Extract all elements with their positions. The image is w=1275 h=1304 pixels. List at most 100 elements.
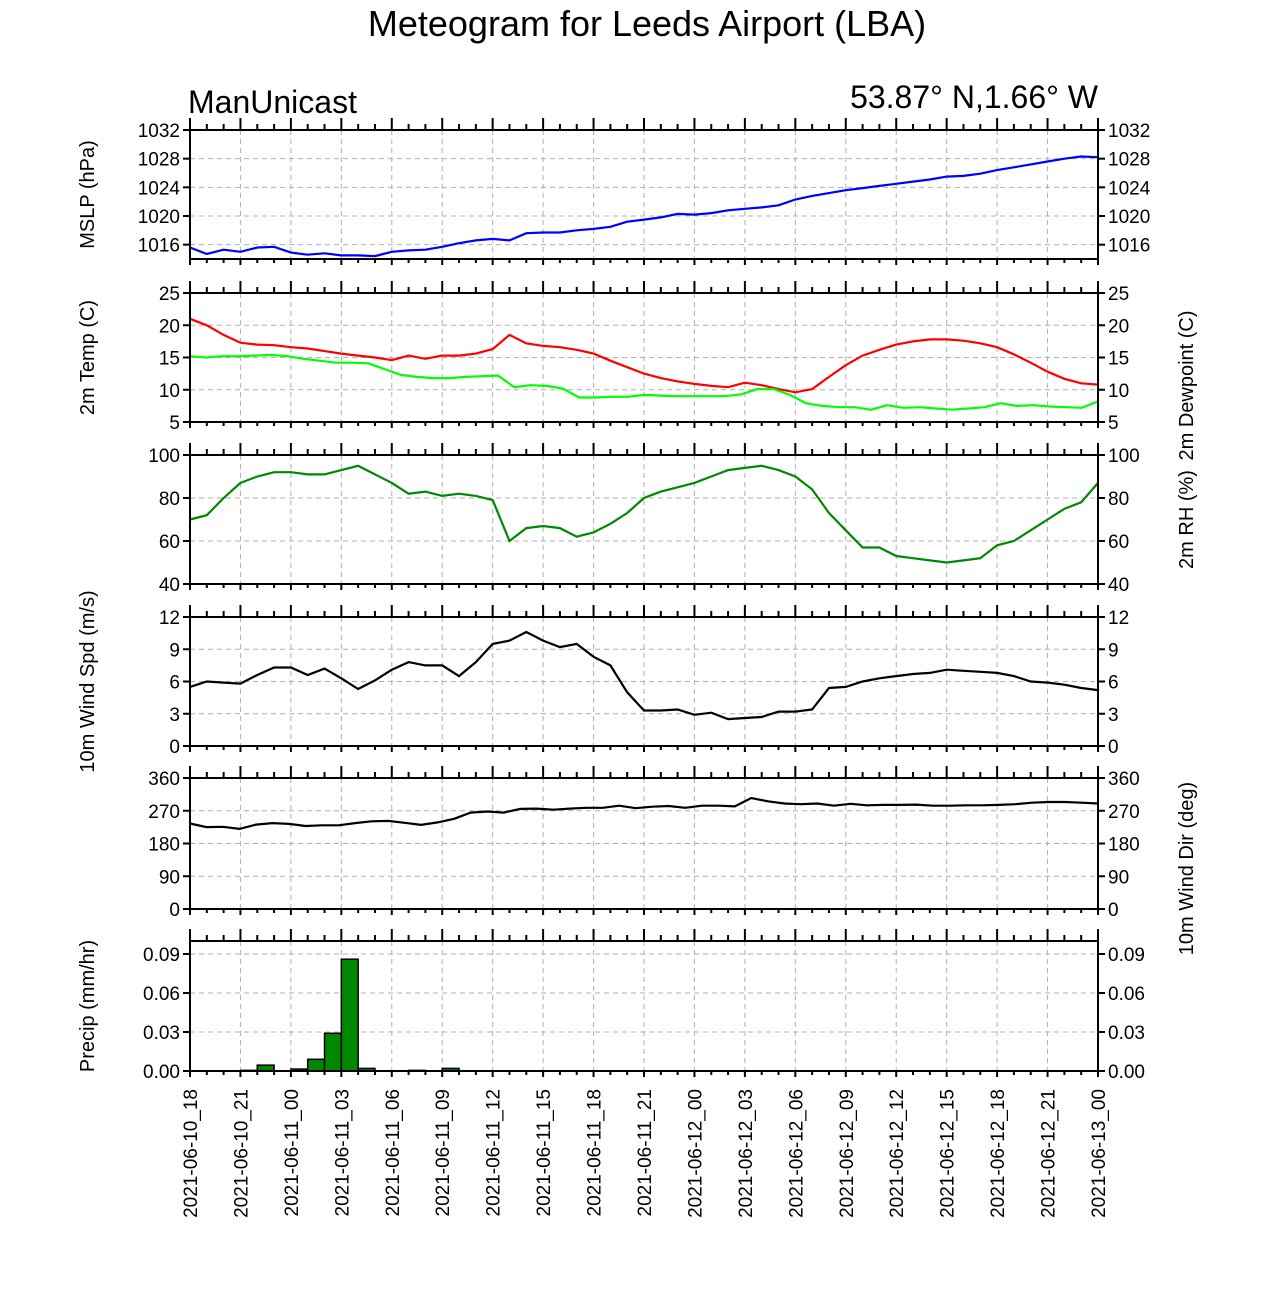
y-axis-label: 10m Wind Spd (m/s) bbox=[77, 590, 99, 772]
y-tick-label: 0.09 bbox=[143, 945, 180, 966]
y-tick-label-right: 90 bbox=[1108, 867, 1129, 888]
chart-title: Meteogram for Leeds Airport (LBA) bbox=[368, 3, 926, 44]
y-tick-label: 80 bbox=[159, 489, 180, 510]
y-tick-label-right: 25 bbox=[1108, 284, 1129, 305]
panel-frame bbox=[189, 616, 1099, 747]
y-tick-label: 5 bbox=[169, 413, 180, 434]
y-tick-label-right: 12 bbox=[1108, 608, 1129, 629]
y-tick-label: 40 bbox=[159, 575, 180, 596]
x-tick-label: 2021-06-12_18 bbox=[988, 1089, 1009, 1218]
x-tick-label: 2021-06-10_18 bbox=[181, 1089, 202, 1218]
temp-line-0 bbox=[189, 317, 1099, 394]
y-axis-label: Precip (mm/hr) bbox=[77, 940, 99, 1072]
y-tick-label: 25 bbox=[159, 284, 180, 305]
x-tick-label: 2021-06-12_21 bbox=[1039, 1089, 1060, 1218]
y-tick-label-right: 20 bbox=[1108, 316, 1129, 337]
y-tick-label-right: 180 bbox=[1108, 835, 1140, 856]
model-label: ManUnicast bbox=[188, 84, 357, 120]
y-tick-label-right: 1024 bbox=[1108, 178, 1151, 199]
y-axis-label-right: 2m RH (%) bbox=[1176, 470, 1198, 569]
y-axis-label: 2m Temp (C) bbox=[77, 300, 99, 415]
precip-bar bbox=[340, 958, 359, 1072]
precip-bar bbox=[323, 1032, 343, 1072]
wind-line-0 bbox=[189, 630, 1099, 721]
y-tick-label: 1028 bbox=[138, 150, 180, 171]
y-axis-label-right: 2m Dewpoint (C) bbox=[1176, 310, 1198, 460]
dir-line-0 bbox=[189, 796, 1099, 831]
x-tick-label: 2021-06-12_03 bbox=[736, 1089, 757, 1218]
y-tick-label-right: 270 bbox=[1108, 802, 1140, 823]
panel-precip: 0.00 0.00 0.03 0.03 0.06 0.06 0.09 0.09 Precip (… bbox=[77, 929, 1145, 1083]
y-tick-label: 180 bbox=[148, 835, 180, 856]
y-tick-label: 0 bbox=[169, 737, 180, 758]
y-tick-label-right: 0.09 bbox=[1108, 945, 1145, 966]
panel-frame bbox=[189, 940, 1099, 1072]
x-tick-label: 2021-06-11_18 bbox=[585, 1089, 606, 1216]
y-tick-label-right: 80 bbox=[1108, 489, 1129, 510]
mslp-line-0 bbox=[189, 155, 1099, 258]
x-tick-label: 2021-06-12_15 bbox=[938, 1089, 959, 1218]
x-tick-label: 2021-06-11_15 bbox=[534, 1089, 555, 1216]
y-tick-label-right: 60 bbox=[1108, 532, 1129, 553]
y-tick-label-right: 3 bbox=[1108, 705, 1119, 726]
y-tick-label: 0.03 bbox=[143, 1023, 180, 1044]
y-tick-label-right: 1028 bbox=[1108, 150, 1150, 171]
panel-frame bbox=[189, 129, 1099, 260]
x-tick-label: 2021-06-12_06 bbox=[786, 1089, 807, 1218]
x-tick-label: 2021-06-12_12 bbox=[887, 1089, 908, 1218]
y-tick-label: 1020 bbox=[138, 207, 180, 228]
y-tick-label: 1032 bbox=[138, 121, 180, 142]
location-label: 53.87° N,1.66° W bbox=[850, 79, 1099, 115]
y-tick-label-right: 0 bbox=[1108, 900, 1119, 921]
panel-wind: 0 0 3 3 6 6 9 9 12 12 10m Wind Spd (m/s) bbox=[77, 590, 1129, 772]
y-tick-label: 9 bbox=[169, 640, 180, 661]
y-tick-label-right: 5 bbox=[1108, 413, 1119, 434]
rh-line-0 bbox=[189, 464, 1099, 564]
y-tick-label: 3 bbox=[169, 705, 180, 726]
x-tick-label: 2021-06-13_00 bbox=[1089, 1089, 1110, 1218]
y-tick-label-right: 0 bbox=[1108, 737, 1119, 758]
x-tick-label: 2021-06-11_06 bbox=[383, 1089, 404, 1216]
y-tick-label: 1024 bbox=[138, 178, 181, 199]
y-tick-label-right: 0.06 bbox=[1108, 984, 1145, 1005]
y-tick-label-right: 0.00 bbox=[1108, 1062, 1145, 1083]
x-tick-label: 2021-06-12_00 bbox=[685, 1089, 706, 1218]
x-tick-label: 2021-06-11_03 bbox=[332, 1089, 353, 1216]
y-tick-label-right: 1020 bbox=[1108, 207, 1150, 228]
y-tick-label: 12 bbox=[159, 608, 180, 629]
y-tick-label: 20 bbox=[159, 316, 180, 337]
y-tick-label-right: 1032 bbox=[1108, 121, 1150, 142]
y-tick-label: 270 bbox=[148, 802, 180, 823]
x-tick-label: 2021-06-11_21 bbox=[635, 1089, 656, 1216]
y-tick-label: 100 bbox=[148, 446, 180, 467]
y-tick-label: 6 bbox=[169, 673, 180, 694]
panel-frame bbox=[189, 292, 1099, 423]
y-tick-label-right: 1016 bbox=[1108, 236, 1150, 257]
panel-frame bbox=[189, 454, 1099, 585]
panel-temp: 5 5 10 10 15 15 20 20 25 25 2m Temp (C) 2m Dewpoint… bbox=[77, 281, 1198, 461]
y-tick-label: 60 bbox=[159, 532, 180, 553]
y-tick-label-right: 0.03 bbox=[1108, 1023, 1145, 1044]
panel-frame bbox=[189, 777, 1099, 910]
y-axis-label: MSLP (hPa) bbox=[77, 140, 99, 249]
x-tick-label: 2021-06-10_21 bbox=[231, 1089, 252, 1218]
x-tick-label: 2021-06-11_12 bbox=[484, 1089, 505, 1216]
y-tick-label-right: 15 bbox=[1108, 349, 1129, 370]
panel-mslp: 1016 1016 1020 1020 1024 1024 1028 1028 1032 1032… bbox=[77, 118, 1151, 265]
precip-bar bbox=[306, 1058, 326, 1072]
x-tick-label: 2021-06-11_00 bbox=[282, 1089, 303, 1216]
panel-rh: 40 40 60 60 80 80 100 100 2m RH (%) bbox=[148, 443, 1198, 596]
y-tick-label: 10 bbox=[159, 381, 180, 402]
y-tick-label: 0.00 bbox=[143, 1062, 180, 1083]
panel-dir: 0 0 90 90 180 180 270 270 360 360 10m Wind Dir (de… bbox=[148, 766, 1198, 955]
y-tick-label-right: 10 bbox=[1108, 381, 1129, 402]
y-tick-label-right: 40 bbox=[1108, 575, 1129, 596]
y-tick-label: 1016 bbox=[138, 236, 180, 257]
y-axis-label-right: 10m Wind Dir (deg) bbox=[1176, 782, 1198, 955]
y-tick-label-right: 100 bbox=[1108, 446, 1140, 467]
temp-line-1 bbox=[189, 353, 1099, 411]
y-tick-label-right: 6 bbox=[1108, 673, 1119, 694]
